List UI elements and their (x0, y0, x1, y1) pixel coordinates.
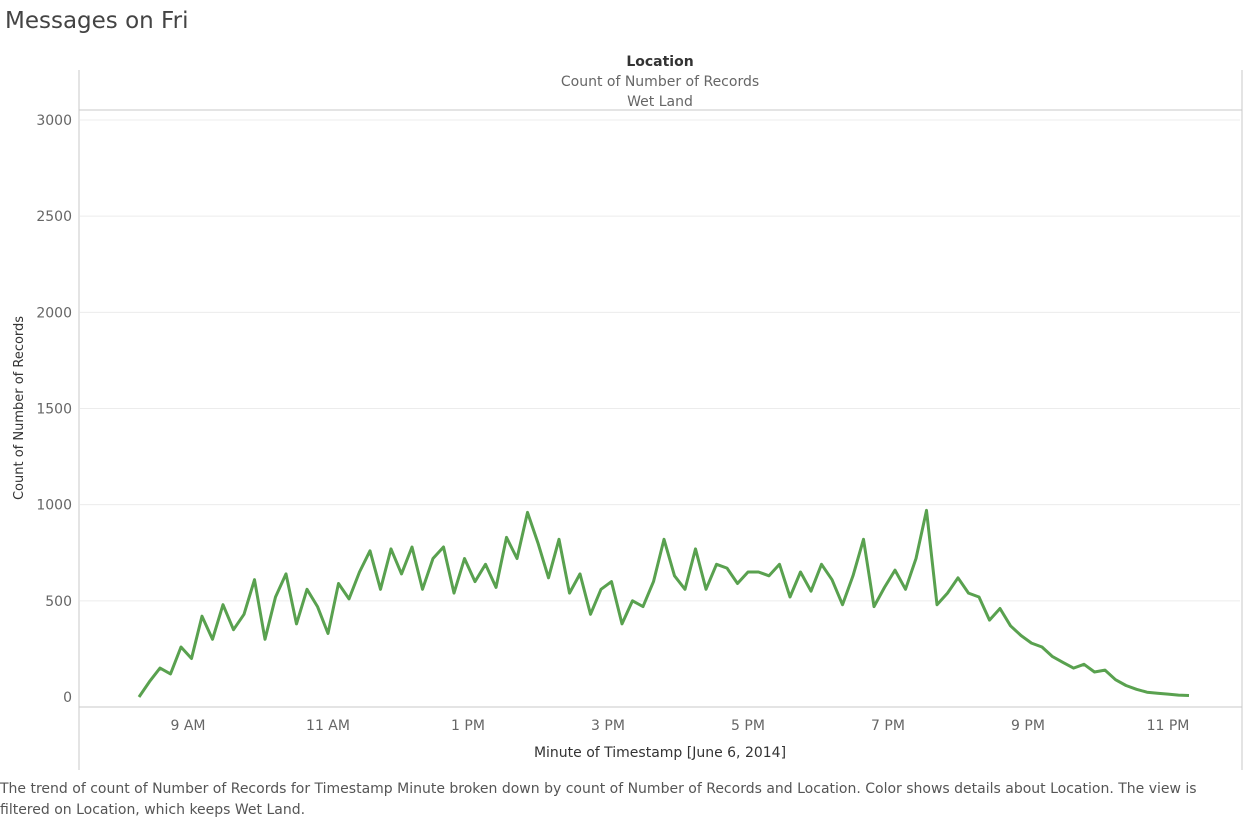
x-tick-label: 1 PM (451, 718, 485, 734)
x-tick-label: 11 AM (306, 718, 350, 734)
series-layer (137, 508, 1190, 698)
gridlines (80, 119, 1240, 602)
x-tick-label: 9 PM (1011, 718, 1045, 734)
x-tick-label: 3 PM (591, 718, 625, 734)
series-line-wet-land (137, 508, 1190, 698)
column-value-label: Wet Land (627, 94, 693, 110)
line-chart: Location Count of Number of Records Wet … (12, 54, 1243, 770)
chart-caption: The trend of count of Number of Records … (0, 781, 1197, 818)
y-tick-label: 0 (63, 690, 72, 706)
y-tick-label: 1500 (36, 402, 72, 418)
chart-title: Messages on Fri (5, 8, 189, 34)
y-tick-label: 2500 (36, 209, 72, 225)
x-axis-label: Minute of Timestamp [June 6, 2014] (534, 745, 786, 761)
y-axis-label: Count of Number of Records (12, 316, 27, 500)
x-tick-label: 7 PM (871, 718, 905, 734)
y-tick-label: 3000 (36, 113, 72, 129)
x-tick-label: 5 PM (731, 718, 765, 734)
y-tick-label: 500 (45, 594, 72, 610)
y-tick-label: 2000 (36, 305, 72, 321)
x-tick-labels: 9 AM 11 AM 1 PM 3 PM 5 PM 7 PM 9 PM 11 PM (170, 718, 1189, 734)
y-tick-label: 1000 (36, 498, 72, 514)
pane-title: Location (626, 54, 693, 70)
measure-label: Count of Number of Records (561, 74, 759, 90)
x-tick-label: 11 PM (1147, 718, 1190, 734)
y-tick-labels: 0 500 1000 1500 2000 2500 3000 (36, 113, 72, 706)
x-tick-label: 9 AM (170, 718, 205, 734)
